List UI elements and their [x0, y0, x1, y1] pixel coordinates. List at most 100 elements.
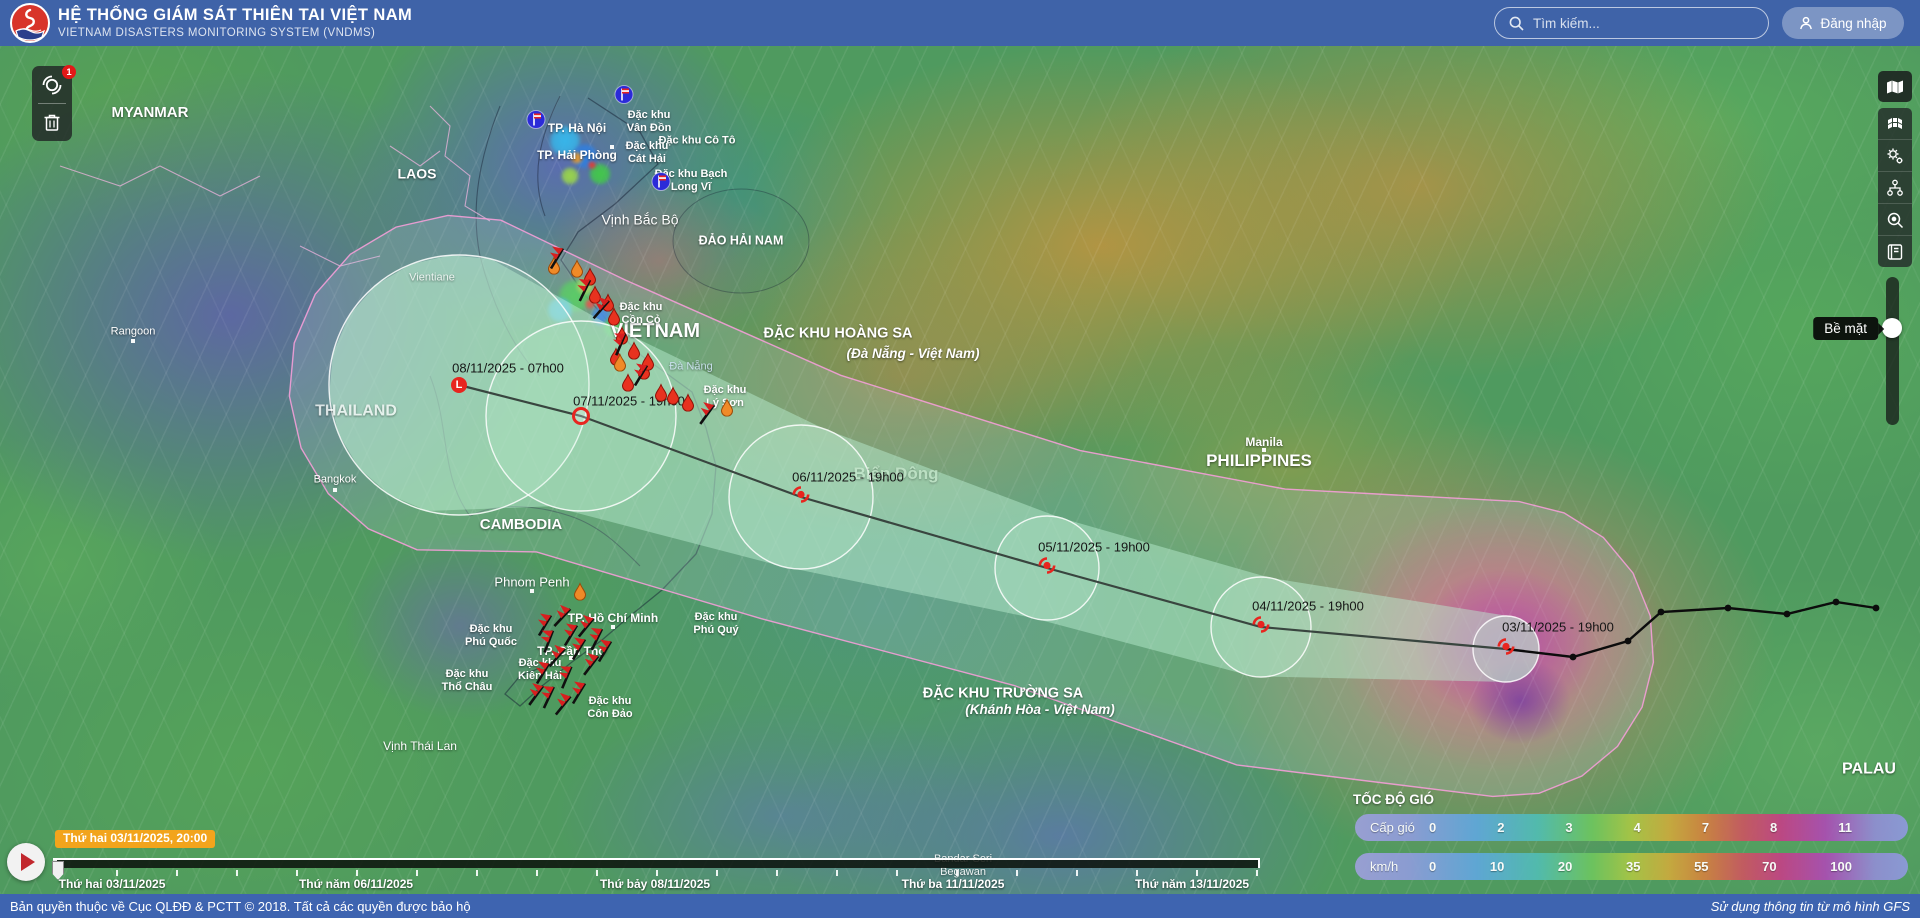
legend-row-label: Cấp gió [1370, 820, 1415, 835]
wind-barb-icon [628, 361, 654, 394]
city-dot [1262, 448, 1266, 452]
warning-drop-icon [573, 582, 587, 606]
city-dot [530, 589, 534, 593]
book-icon [1887, 243, 1903, 260]
forecast-date-label: 04/11/2025 - 19h00 [1252, 598, 1364, 614]
basemap-toolbar [1878, 71, 1912, 102]
legend-value: 11 [1838, 820, 1852, 835]
depression-ring-icon [572, 407, 590, 425]
city-dot [333, 488, 337, 492]
timeline-date-label[interactable]: Thứ năm 13/11/2025 [1134, 877, 1250, 891]
magnifier-location-icon [1887, 212, 1904, 228]
map-tools-toolbar [1878, 108, 1912, 267]
station-flag-icon[interactable] [526, 110, 546, 135]
legend-value: 3 [1565, 820, 1573, 835]
wind-barb-icon [592, 637, 618, 670]
legend-value: 35 [1626, 859, 1641, 874]
legend-value: 0 [1429, 859, 1437, 874]
login-label: Đăng nhập [1820, 15, 1887, 31]
login-button[interactable]: Đăng nhập [1782, 7, 1904, 39]
storm-forecast-point[interactable] [1496, 637, 1516, 662]
play-button[interactable] [7, 843, 45, 881]
altitude-slider[interactable] [1882, 277, 1902, 425]
city-dot [611, 625, 615, 629]
map-services-button[interactable] [1878, 139, 1912, 171]
legend-value: 10 [1489, 859, 1505, 874]
warning-drop-icon [720, 398, 734, 422]
storm-list-button[interactable]: 1 [32, 65, 76, 100]
legend-value: 55 [1694, 859, 1709, 874]
map-canvas[interactable]: MYANMAR LAOS THAILAND CAMBODIA VIETNAM PHILIP… [0, 46, 1920, 894]
imagery-layers-icon [1888, 117, 1902, 129]
timeline-tick [956, 870, 958, 876]
wind-barb-icon [544, 244, 570, 277]
storm-forecast-point[interactable] [1251, 615, 1271, 640]
timeline-date-label[interactable]: Thứ bảy 08/11/2025 [599, 877, 711, 891]
legend-value: 4 [1633, 820, 1641, 835]
zoom-search-button[interactable] [1878, 203, 1912, 235]
timeline-handle[interactable] [52, 861, 64, 880]
legend-value: 8 [1770, 820, 1778, 835]
timeline-tick [176, 870, 178, 876]
forecast-date-label: 05/11/2025 - 19h00 [1038, 539, 1150, 555]
storm-forecast-point[interactable] [791, 485, 811, 510]
timeline-tick [116, 870, 118, 876]
typhoon-symbol-icon [1252, 616, 1270, 633]
timeline-date-label[interactable]: Thứ hai 03/11/2025 [58, 877, 166, 891]
timeline-tick [1196, 870, 1198, 876]
storm-forecast-point[interactable] [1037, 556, 1057, 581]
warning-drop-icon [666, 386, 680, 410]
wind-barb-icon [571, 274, 600, 309]
timeline-date-label[interactable]: Thứ năm 06/11/2025 [298, 877, 414, 891]
forecast-date-label: 06/11/2025 - 19h00 [792, 469, 904, 485]
typhoon-symbol-icon [1497, 638, 1515, 655]
low-pressure-icon: L [451, 377, 467, 393]
basemap-icon [1887, 80, 1903, 93]
user-icon [1800, 16, 1813, 30]
legend-value: 0 [1429, 820, 1437, 835]
timeline-tick [236, 870, 238, 876]
storm-forecast-point[interactable]: L [451, 377, 467, 393]
clear-layers-button[interactable] [32, 107, 72, 137]
imagery-layers-button[interactable] [1878, 108, 1912, 139]
timeline-track[interactable] [52, 858, 1260, 880]
timeline-tick [776, 870, 778, 876]
search-placeholder: Tìm kiếm... [1533, 15, 1600, 31]
data-sharing-button[interactable] [1878, 171, 1912, 203]
trash-icon [44, 114, 60, 131]
app-title: HỆ THỐNG GIÁM SÁT THIÊN TAI VIỆT NAM [58, 6, 413, 24]
wind-barb-icon [606, 328, 636, 364]
legend-row-label: km/h [1370, 859, 1399, 874]
storm-count-badge: 1 [62, 65, 76, 79]
wind-legend-title: TỐC ĐỘ GIÓ [1353, 792, 1434, 807]
gear-icon [1887, 148, 1903, 163]
timeline-tick [1136, 870, 1138, 876]
storm-toolbar: 1 [32, 65, 76, 141]
divider [38, 103, 66, 104]
legend-value: 2 [1497, 820, 1505, 835]
station-flag-icon[interactable] [651, 172, 671, 197]
city-dot [131, 339, 135, 343]
city-dot [610, 145, 614, 149]
timeline-date-label[interactable]: Thứ ba 11/11/2025 [901, 877, 1005, 891]
storm-forecast-point[interactable] [572, 407, 590, 425]
timeline-tick [836, 870, 838, 876]
wind-barb-icon [566, 679, 592, 712]
wind-barb-icon [522, 679, 551, 714]
timeline-tick [1076, 870, 1078, 876]
timeline-tick [296, 870, 298, 876]
legend-value: 100 [1830, 859, 1852, 874]
typhoon-symbol-icon [1038, 557, 1056, 574]
timeline-tick [416, 870, 418, 876]
basemap-button[interactable] [1878, 71, 1912, 102]
guide-book-button[interactable] [1878, 235, 1912, 267]
legend-value: 20 [1557, 859, 1573, 874]
model-source-text: Sử dụng thông tin từ mô hình GFS [1710, 898, 1910, 914]
station-flag-icon[interactable] [614, 85, 634, 110]
search-input[interactable]: Tìm kiếm... [1494, 7, 1769, 39]
current-time-badge: Thứ hai 03/11/2025, 20:00 [55, 830, 216, 848]
typhoon-symbol-icon [792, 486, 810, 503]
timeline-tick [596, 870, 598, 876]
forecast-date-label: 08/11/2025 - 07h00 [452, 360, 564, 376]
altitude-slider-knob[interactable] [1882, 318, 1902, 338]
